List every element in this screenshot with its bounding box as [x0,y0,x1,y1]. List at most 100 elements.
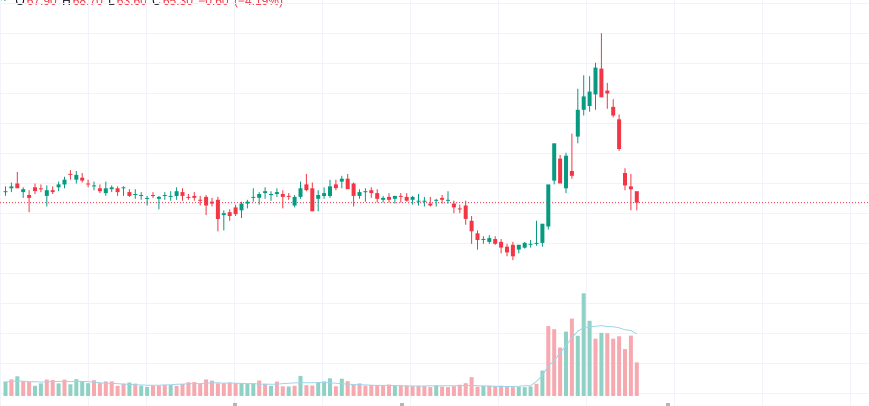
volume-bar [233,383,238,396]
volume-bar [50,380,55,396]
candle [233,204,238,216]
candle [381,195,386,203]
candle-body [357,192,362,196]
candle-body [634,191,639,203]
candle [298,181,303,199]
candle [21,187,26,198]
volume-bar [446,387,450,396]
volume-bar [121,383,126,396]
candle [27,190,32,213]
volume-bar [381,385,386,396]
candle [239,201,244,218]
candle-body [280,194,285,197]
volume-bar [628,335,633,396]
candle-body [428,203,433,206]
candle [575,88,580,144]
volume-ma-line [5,325,638,387]
volume-bar [546,326,551,396]
volume-bar [599,332,604,396]
candle-body [310,188,315,212]
candle-body [605,90,610,94]
volume-bar [156,385,161,396]
candle [15,172,20,189]
candle-body [251,196,256,198]
candle [56,181,61,192]
candle [434,198,439,207]
candle-body [463,205,468,219]
candle-body [80,177,85,181]
candle [86,179,91,188]
candles [3,33,639,261]
volume-bar [292,385,297,396]
volume-bar [558,347,563,396]
candle-body [628,186,633,190]
volume-bar [593,338,598,396]
candle-body [505,246,509,253]
candle [581,75,586,116]
volume-bar [634,362,639,396]
volume-bar [115,385,120,396]
candle-body [86,183,91,185]
volume-bar [552,329,557,396]
volume-bar [369,384,374,396]
candle-body [74,174,79,180]
candle [333,179,338,191]
volume-bar [27,381,32,396]
candle-body [363,191,368,193]
volume-bar [623,349,627,396]
candle-body [457,208,462,210]
candle-body [575,109,580,137]
candle [145,195,150,206]
candle [68,170,73,180]
candle [269,191,273,201]
volume-bar [133,383,138,396]
candle-body [617,119,622,149]
candle [446,191,450,204]
candle [186,194,191,200]
candle [493,236,498,245]
candle [156,195,161,210]
candle-body [127,192,132,196]
candle-body [345,178,350,190]
volume-bar [387,384,391,396]
candle [133,189,138,199]
candle [528,240,533,248]
candle [286,193,291,200]
volume-bar [139,385,144,396]
volume-bar [186,382,191,396]
candle [38,184,43,193]
candle [628,173,633,211]
candle [534,220,539,246]
candle-body [564,155,568,189]
volume-bar [428,387,433,396]
volume-bar [304,385,309,396]
volume-bar [269,385,273,396]
candle [505,243,509,257]
candle-body [109,187,114,190]
volume-bar [210,380,214,396]
candle-body [375,193,380,199]
candle [510,241,515,261]
candle [387,193,391,203]
candle [227,209,232,221]
candle [263,187,268,199]
volume-bar [62,379,67,396]
candle [552,143,557,185]
candle-body [499,241,504,248]
candle-body [210,201,214,204]
candle-body [62,179,67,185]
volume-bar [493,386,498,396]
candle-body [404,196,409,201]
candle-body [44,190,49,196]
candle-body [593,67,598,95]
candle [587,76,592,112]
candle [103,181,108,196]
volume-bar [56,383,61,396]
candle-body [298,188,303,197]
volume-bar [9,379,14,396]
candle-body [398,195,403,197]
candle [593,62,598,110]
volume-bar [351,384,356,396]
